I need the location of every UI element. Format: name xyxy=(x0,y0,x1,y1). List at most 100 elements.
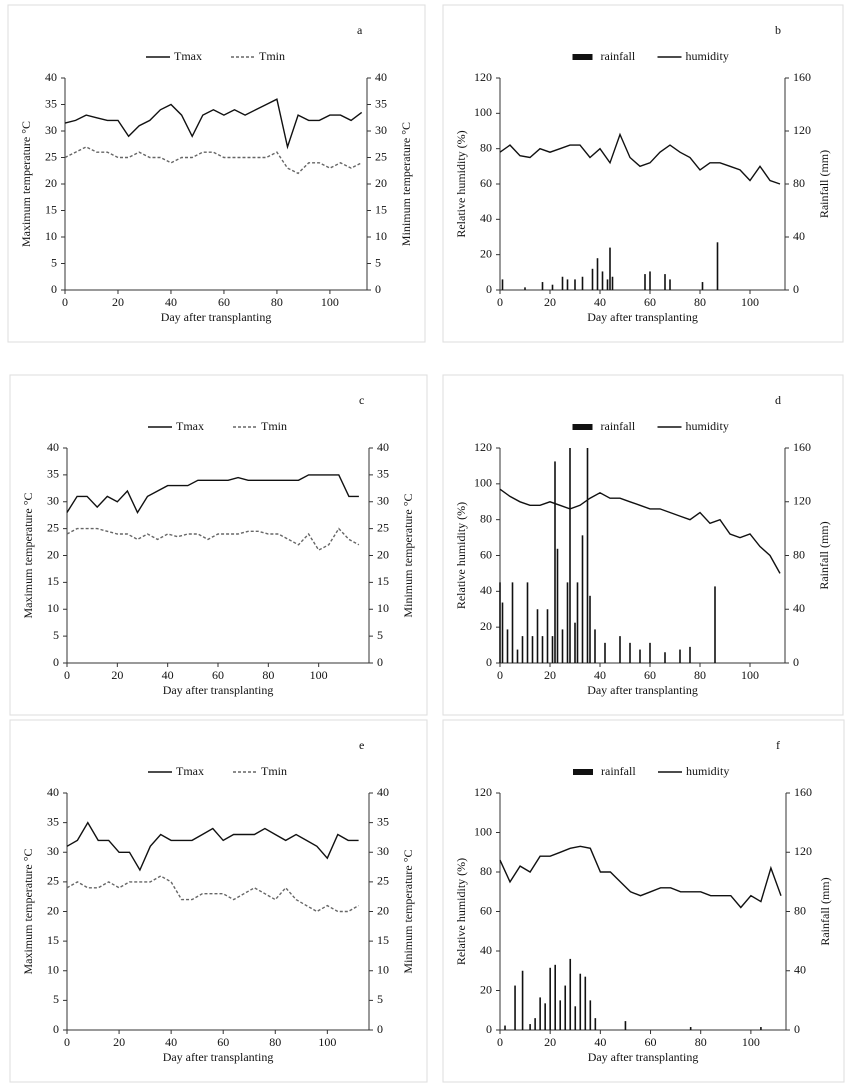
y-tick-label: 5 xyxy=(53,992,59,1006)
y-axis-label: Maximum temperature °C xyxy=(21,848,35,974)
x-tick-label: 40 xyxy=(162,668,174,682)
y2-axis-label: Rainfall (mm) xyxy=(818,877,832,945)
rainfall-bar xyxy=(551,636,554,663)
rainfall-bar xyxy=(649,271,651,290)
y-tick-label: 100 xyxy=(474,105,492,119)
x-tick-label: 60 xyxy=(645,1035,657,1049)
rainfall-bar xyxy=(589,1000,592,1030)
y2-tick-label: 15 xyxy=(375,202,387,216)
y2-tick-label: 35 xyxy=(377,814,389,828)
x-axis-label: Day after transplanting xyxy=(163,1050,274,1064)
x-tick-label: 20 xyxy=(112,295,124,309)
series-line xyxy=(64,146,363,175)
legend-label: humidity xyxy=(686,49,729,63)
y2-axis-label: Minimum temperature °C xyxy=(401,493,415,617)
rainfall-bar xyxy=(561,629,564,663)
legend-label: humidity xyxy=(686,764,729,778)
rainfall-bar xyxy=(716,242,719,290)
y2-tick-label: 40 xyxy=(377,785,389,799)
y2-tick-label: 40 xyxy=(793,601,805,615)
legend-label: humidity xyxy=(686,419,729,433)
rainfall-bar xyxy=(556,548,559,663)
y-axis-label: Maximum temperature °C xyxy=(21,492,35,618)
chart-panel: c 0 20 40 60 80 100 0 5 10 15 20 25 30 35 40 0 5 10 15 20 25 3… xyxy=(9,374,428,716)
legend-swatch xyxy=(572,54,593,60)
x-tick-label: 100 xyxy=(742,1035,760,1049)
rainfall-bar xyxy=(689,1027,692,1030)
rainfall-bar xyxy=(504,1025,506,1030)
y-tick-label: 15 xyxy=(47,574,59,588)
y-tick-label: 80 xyxy=(480,140,492,154)
x-tick-label: 60 xyxy=(217,1035,229,1049)
rainfall-bar xyxy=(499,582,501,663)
rainfall-bar xyxy=(591,268,594,290)
y-tick-label: 100 xyxy=(474,824,492,838)
y2-tick-label: 5 xyxy=(375,255,381,269)
y2-tick-label: 0 xyxy=(377,655,383,669)
y-axis-label: Relative humidity (%) xyxy=(454,130,468,237)
chart-panel: a 0 20 40 60 80 100 0 5 10 15 20 25 30 35 40 0 5 10 15 20 25 3… xyxy=(7,4,426,343)
rainfall-bar xyxy=(574,1006,577,1030)
y2-tick-label: 25 xyxy=(375,149,387,163)
x-tick-label: 0 xyxy=(62,295,68,309)
y-tick-label: 80 xyxy=(480,864,492,878)
panel-label: d xyxy=(775,393,781,407)
chart-panel: f 0 20 40 60 80 100 0 20 40 60 80 100 120 0 40 80 120 160 D… xyxy=(442,719,845,1083)
x-tick-label: 60 xyxy=(644,295,656,309)
rainfall-bar xyxy=(589,595,591,663)
y-tick-label: 30 xyxy=(47,844,59,858)
y-tick-label: 60 xyxy=(480,903,492,917)
x-tick-label: 20 xyxy=(111,668,123,682)
rainfall-bar xyxy=(574,279,576,290)
rainfall-bar xyxy=(701,282,704,290)
x-tick-label: 60 xyxy=(212,668,224,682)
panel-frame xyxy=(9,374,428,716)
rainfall-bar xyxy=(581,535,584,663)
rainfall-bar xyxy=(516,649,519,663)
rainfall-bar xyxy=(526,582,529,663)
legend-label: Tmax xyxy=(176,764,204,778)
y2-tick-label: 20 xyxy=(377,903,389,917)
rainfall-bar xyxy=(529,1024,531,1030)
y-tick-label: 25 xyxy=(47,874,59,888)
y-tick-label: 20 xyxy=(480,982,492,996)
x-tick-label: 0 xyxy=(497,1035,503,1049)
rainfall-bar xyxy=(566,279,569,290)
y2-axis-label: Rainfall (mm) xyxy=(817,150,831,218)
x-tick-label: 0 xyxy=(497,295,503,309)
panel-frame xyxy=(442,719,845,1083)
x-axis-label: Day after transplanting xyxy=(588,1050,699,1064)
y2-tick-label: 0 xyxy=(793,282,799,296)
x-tick-label: 20 xyxy=(113,1035,125,1049)
y2-tick-label: 80 xyxy=(793,547,805,561)
x-tick-label: 0 xyxy=(64,1035,70,1049)
y-tick-label: 80 xyxy=(480,511,492,525)
rainfall-bar xyxy=(559,1000,562,1030)
legend-label: Tmax xyxy=(174,49,202,63)
panel-frame xyxy=(7,4,426,343)
x-tick-label: 80 xyxy=(694,295,706,309)
x-tick-label: 80 xyxy=(271,295,283,309)
legend-label: Tmin xyxy=(259,49,285,63)
y-tick-label: 35 xyxy=(47,814,59,828)
rainfall-bar xyxy=(549,967,551,1030)
series-line xyxy=(499,845,782,909)
x-tick-label: 100 xyxy=(310,668,328,682)
y2-tick-label: 160 xyxy=(793,70,811,84)
x-tick-label: 80 xyxy=(695,1035,707,1049)
x-axis-label: Day after transplanting xyxy=(163,683,274,697)
chart-panel: d 0 20 40 60 80 100 0 20 40 60 80 100 120 0 40 80 120 160 D… xyxy=(442,374,844,716)
rainfall-bar xyxy=(669,279,671,290)
y2-tick-label: 0 xyxy=(794,1022,800,1036)
y-tick-label: 20 xyxy=(47,547,59,561)
rainfall-bar xyxy=(579,973,582,1030)
y2-tick-label: 40 xyxy=(794,963,806,977)
rainfall-bar xyxy=(644,274,646,290)
rainfall-bar xyxy=(514,985,516,1030)
rainfall-bar xyxy=(541,282,544,290)
y-tick-label: 0 xyxy=(53,655,59,669)
rainfall-bar xyxy=(576,582,579,663)
legend-label: Tmax xyxy=(176,419,204,433)
series-line xyxy=(66,527,360,552)
y-tick-label: 5 xyxy=(51,255,57,269)
